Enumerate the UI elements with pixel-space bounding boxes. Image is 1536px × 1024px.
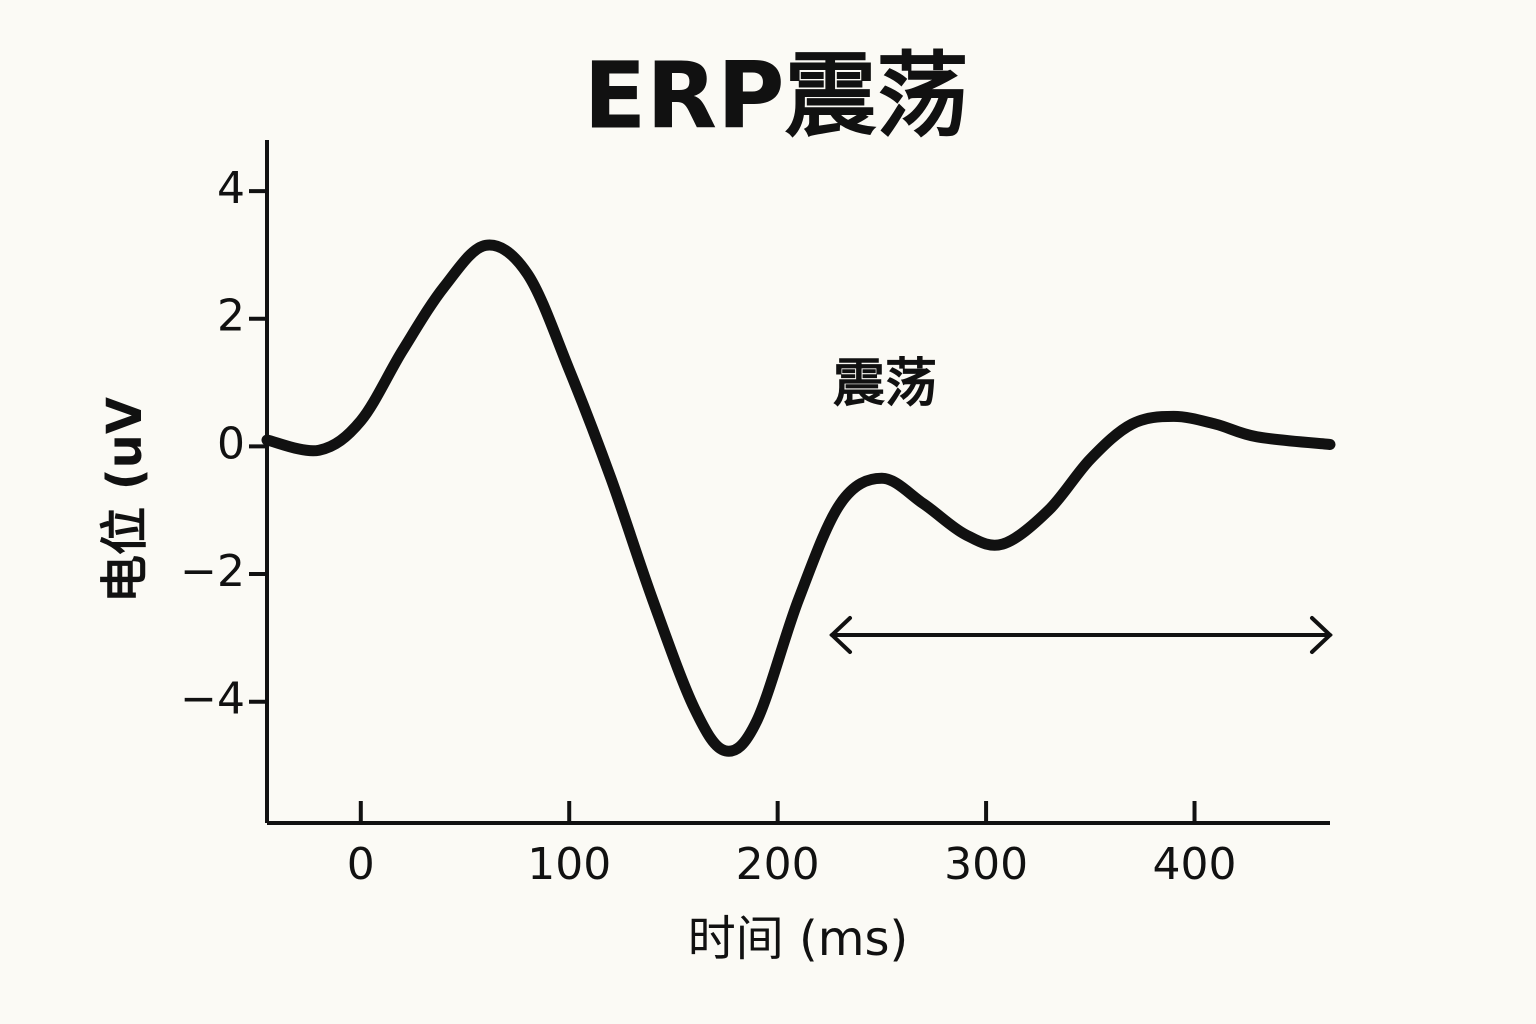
y-tick-label: 0	[217, 418, 245, 469]
x-tick-label: 200	[736, 839, 820, 890]
x-axis-label: 时间 (ms)	[688, 911, 908, 967]
y-tick-label: −4	[180, 674, 245, 725]
y-axis-label: 电位 (uV	[97, 397, 153, 603]
x-tick-label: 100	[527, 839, 611, 890]
y-tick-label: 4	[217, 163, 245, 214]
chart-title: ERP震荡	[583, 42, 968, 149]
x-tick-label: 400	[1153, 839, 1237, 890]
y-tick-label: −2	[180, 546, 245, 597]
erp-line	[261, 239, 1336, 757]
annotation: 震荡	[833, 354, 937, 414]
y-tick-label: 2	[217, 291, 245, 342]
oscillation-arrow	[829, 616, 1333, 654]
x-tick-label: 0	[347, 839, 375, 890]
arrow-head-left	[829, 616, 852, 654]
arrow-head-right	[1310, 616, 1333, 654]
x-tick-label: 300	[944, 839, 1028, 890]
